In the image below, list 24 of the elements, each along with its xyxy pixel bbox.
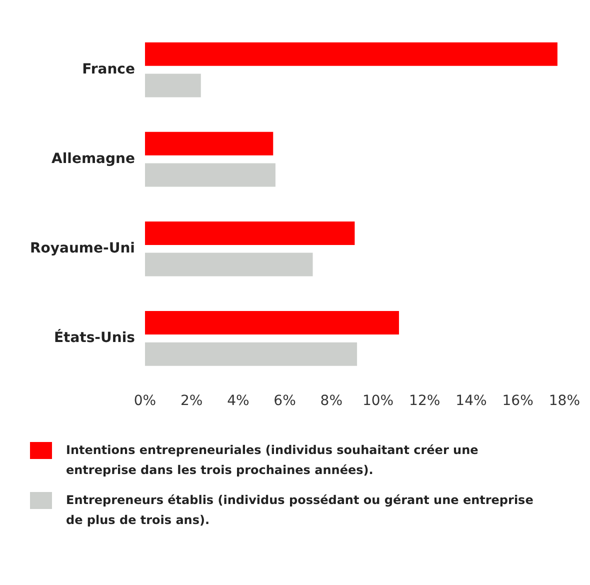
x-tick-label: 2% — [180, 393, 203, 410]
legend-label: Entrepreneurs établis (individus possédant ou gérant une entreprise de plus de trois ans). — [66, 492, 534, 529]
bar — [144, 163, 276, 187]
legend-label: Intentions entrepreneuriales (individus souhaitant créer une entreprise dans les trois prochaines années). — [66, 442, 480, 479]
y-tick-label: États-Unis — [54, 329, 135, 346]
bar — [144, 311, 399, 335]
bar — [144, 74, 201, 98]
x-tick-label: 12% — [409, 393, 440, 410]
x-tick-label: 4% — [227, 393, 250, 410]
y-tick-label: France — [82, 61, 135, 78]
x-tick-label: 14% — [456, 393, 487, 410]
bar — [144, 342, 358, 366]
y-tick-label: Royaume-Uni — [30, 240, 135, 257]
bar — [144, 132, 274, 156]
x-tick-label: 0% — [134, 393, 156, 410]
x-tick-label: 6% — [274, 393, 296, 410]
bar — [144, 42, 558, 66]
bar — [144, 221, 355, 245]
x-tick-label: 8% — [320, 393, 343, 410]
y-tick-label: Allemagne — [52, 150, 135, 167]
x-tick-label: 16% — [502, 393, 534, 410]
x-tick-label: 18% — [548, 393, 580, 410]
bar — [144, 252, 313, 276]
x-tick-label: 10% — [362, 393, 394, 410]
